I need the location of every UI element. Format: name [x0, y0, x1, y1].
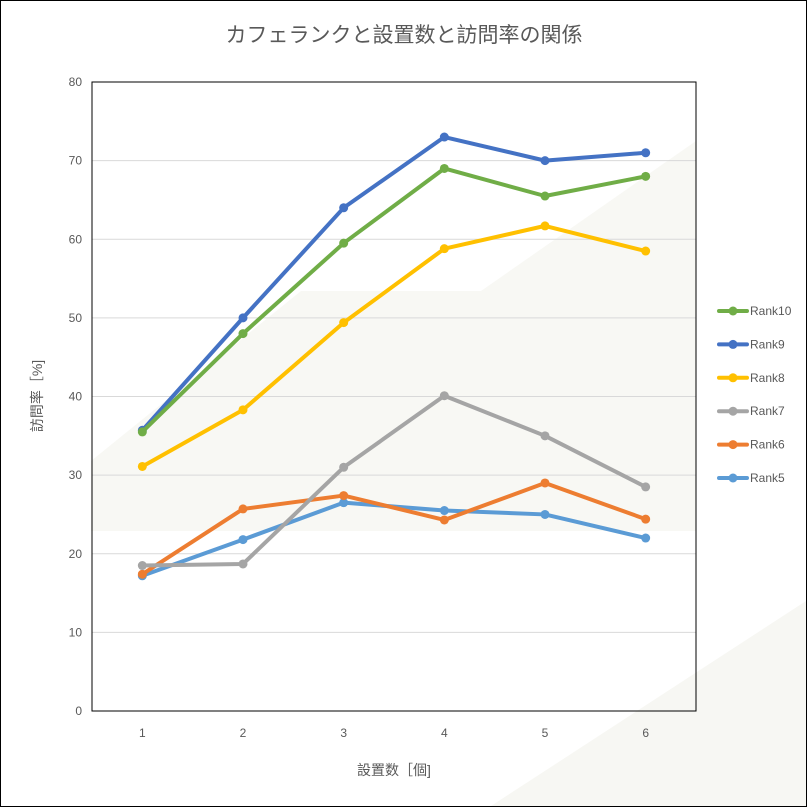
- data-point: [238, 504, 248, 514]
- plot-area: [91, 81, 697, 712]
- data-point: [439, 391, 449, 401]
- series-line: [140, 223, 648, 469]
- y-tick-label: 60: [69, 232, 83, 246]
- data-point: [339, 491, 349, 501]
- data-point: [137, 427, 147, 437]
- data-point: [439, 244, 449, 254]
- series-layer: [137, 132, 651, 581]
- data-point: [439, 515, 449, 525]
- legend-item-rank8: Rank8: [717, 371, 785, 385]
- data-point: [540, 509, 550, 519]
- series-rank7: [137, 391, 651, 571]
- chart-title: カフェランクと設置数と訪問率の関係: [226, 24, 583, 47]
- legend-item-rank10: Rank10: [717, 304, 792, 318]
- y-tick-label: 30: [69, 468, 83, 482]
- series-line: [140, 393, 648, 568]
- x-tick-label: 4: [441, 726, 448, 740]
- data-point: [238, 329, 248, 339]
- series-rank10: [137, 163, 651, 437]
- x-tick-label: 5: [542, 726, 549, 740]
- data-point: [137, 461, 147, 471]
- data-point: [439, 163, 449, 173]
- legend-swatch-marker: [728, 339, 738, 349]
- data-point: [641, 482, 651, 492]
- series-line: [140, 135, 648, 433]
- legend-item-rank6: Rank6: [717, 438, 785, 452]
- y-axis-title: 訪問率［%]: [29, 360, 45, 432]
- data-point: [540, 191, 550, 201]
- data-point: [238, 405, 248, 415]
- data-point: [540, 478, 550, 488]
- data-point: [641, 171, 651, 181]
- y-tick-label: 40: [69, 390, 83, 404]
- plot-border: [91, 81, 697, 712]
- data-point: [238, 559, 248, 569]
- gridlines: [92, 81, 696, 633]
- data-point: [540, 431, 550, 441]
- legend-swatch-marker: [728, 440, 738, 450]
- legend-swatch-marker: [728, 306, 738, 316]
- legend-label: Rank5: [750, 471, 785, 485]
- x-axis-ticks: 1 2 3 4 5 6: [139, 726, 649, 740]
- background-decoration: [91, 141, 806, 806]
- x-tick-label: 3: [340, 726, 347, 740]
- x-tick-label: 1: [139, 726, 146, 740]
- y-axis-ticks: 0 10 20 30 40 50 60 70 80: [69, 75, 83, 718]
- x-tick-label: 6: [642, 726, 649, 740]
- series-rank6: [137, 478, 651, 579]
- data-point: [641, 514, 651, 524]
- data-point: [238, 313, 248, 323]
- series-rank9: [137, 132, 651, 435]
- legend-swatch-marker: [728, 473, 738, 483]
- data-point: [339, 318, 349, 328]
- legend-item-rank7: Rank7: [717, 404, 785, 418]
- data-point: [339, 462, 349, 472]
- y-tick-label: 20: [69, 547, 83, 561]
- data-point: [641, 533, 651, 543]
- data-point: [540, 156, 550, 166]
- legend-label: Rank8: [750, 371, 785, 385]
- y-tick-label: 50: [69, 311, 83, 325]
- legend: Rank10 Rank9 Rank8 Rank7 Rank6 Rank5: [717, 304, 792, 485]
- legend-item-rank5: Rank5: [717, 471, 785, 485]
- data-point: [339, 203, 349, 213]
- legend-swatch-marker: [728, 373, 738, 383]
- x-axis-title: 設置数［個]: [357, 762, 431, 778]
- data-point: [238, 535, 248, 545]
- x-tick-label: 2: [240, 726, 247, 740]
- legend-label: Rank9: [750, 337, 785, 351]
- legend-label: Rank10: [750, 304, 792, 318]
- y-tick-label: 70: [69, 154, 83, 168]
- data-point: [540, 221, 550, 231]
- data-point: [137, 561, 147, 571]
- data-point: [339, 238, 349, 248]
- legend-swatch-marker: [728, 406, 738, 416]
- y-tick-label: 10: [69, 625, 83, 639]
- series-line: [140, 166, 648, 434]
- legend-label: Rank7: [750, 404, 785, 418]
- legend-label: Rank6: [750, 438, 785, 452]
- series-line: [140, 480, 648, 577]
- data-point: [339, 498, 349, 508]
- y-tick-label: 80: [69, 75, 83, 89]
- legend-item-rank9: Rank9: [717, 337, 785, 351]
- data-point: [641, 148, 651, 158]
- series-rank8: [137, 221, 651, 471]
- y-tick-label: 0: [75, 704, 82, 718]
- data-point: [137, 569, 147, 579]
- data-point: [641, 246, 651, 256]
- data-point: [439, 132, 449, 142]
- data-point: [439, 506, 449, 516]
